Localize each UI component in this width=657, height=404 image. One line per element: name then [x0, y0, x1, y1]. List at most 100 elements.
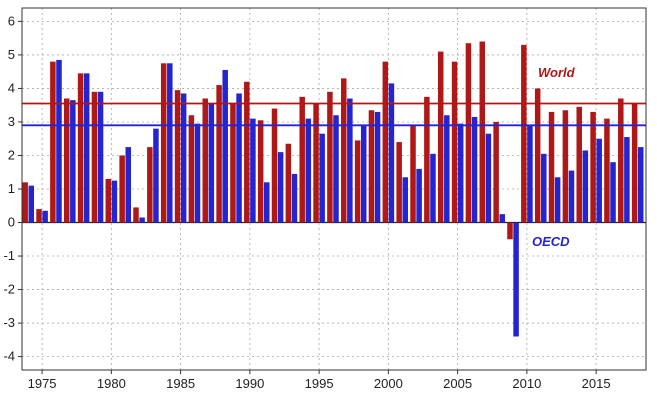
y-tick-label: 0 [8, 215, 15, 230]
world-bar-2006 [465, 43, 472, 223]
world-bar-1998 [354, 140, 361, 223]
y-tick-label: -3 [3, 315, 15, 330]
world-bar-1989 [230, 103, 236, 223]
world-bar-1995 [313, 103, 319, 223]
oecd-bar-2010 [527, 125, 533, 223]
oecd-bar-1979 [97, 91, 104, 223]
world-bar-2004 [437, 51, 444, 223]
oecd-bar-2005 [457, 123, 464, 223]
oecd-series-label: OECD [532, 234, 570, 249]
world-bar-1976 [50, 61, 56, 223]
world-bar-2015 [590, 111, 596, 223]
oecd-bar-1991 [264, 182, 270, 223]
world-bar-2011 [534, 88, 541, 223]
oecd-bar-2007 [485, 133, 492, 223]
y-tick-labels: -4 -3 -2 -1 0 1 2 3 4 5 6 [3, 13, 15, 363]
oecd-bar-2013 [568, 170, 575, 223]
oecd-bar-1998 [360, 125, 367, 223]
oecd-bar-2016 [610, 162, 616, 223]
world-bar-1996 [327, 91, 333, 223]
oecd-bar-1984 [167, 63, 173, 223]
oecd-bar-2001 [402, 177, 409, 223]
oecd-bar-2012 [554, 177, 561, 223]
oecd-bar-1996 [333, 115, 339, 223]
y-tick-label: 1 [8, 181, 15, 196]
world-bar-1994 [299, 96, 305, 223]
x-tick-label: 1990 [235, 376, 264, 391]
y-tick-label: 4 [8, 80, 15, 95]
oecd-bar-1976 [56, 59, 62, 223]
x-tick-label: 2015 [582, 376, 611, 391]
world-bar-1977 [63, 98, 70, 223]
oecd-bar-1983 [153, 128, 159, 223]
world-bar-2017 [618, 98, 624, 223]
y-tick-label: 6 [8, 13, 15, 28]
oecd-bar-1994 [305, 118, 312, 223]
world-bar-1986 [188, 115, 195, 223]
world-bar-2007 [479, 41, 486, 223]
world-bar-1991 [257, 120, 264, 223]
world-bar-1985 [174, 90, 181, 223]
world-bar-1980 [105, 178, 112, 223]
oecd-bar-2004 [444, 115, 450, 223]
y-tick-label: -1 [3, 248, 15, 263]
world-bar-1979 [91, 91, 98, 223]
oecd-bar-1990 [250, 118, 256, 223]
oecd-bar-2018 [637, 147, 644, 223]
oecd-bar-1977 [70, 100, 76, 223]
world-bar-1990 [244, 81, 250, 223]
x-tick-label: 1995 [305, 376, 334, 391]
oecd-bar-1981 [125, 147, 131, 223]
oecd-bar-1985 [180, 93, 187, 223]
oecd-bar-2000 [388, 83, 395, 223]
world-bar-2000 [382, 61, 389, 223]
oecd-bar-2006 [471, 116, 478, 223]
oecd-bar-1987 [208, 103, 215, 223]
average-lines [22, 102, 646, 127]
x-tick-label: 1975 [28, 376, 57, 391]
y-tick-label: 2 [8, 147, 15, 162]
oecd-bar-2009 [513, 222, 519, 337]
oecd-bar-1982 [139, 217, 145, 223]
world-bar-1999 [368, 110, 375, 223]
bars [22, 41, 644, 337]
world-bar-2018 [631, 103, 638, 223]
world-bar-1975 [36, 209, 42, 223]
oecd-bar-2003 [430, 153, 436, 223]
oecd-bar-1989 [236, 93, 242, 223]
x-tick-label: 1985 [166, 376, 195, 391]
world-bar-1974 [22, 182, 28, 223]
oecd-bar-2008 [499, 214, 505, 223]
oecd-bar-1978 [83, 73, 90, 223]
world-bar-1988 [216, 85, 222, 223]
oecd-bar-1986 [194, 123, 201, 223]
oecd-bar-1988 [222, 70, 228, 223]
world-bar-1978 [77, 73, 84, 223]
x-tick-labels: 1975 1980 1985 1990 1995 2000 2005 2010 2015 [28, 376, 611, 391]
y-tick-label: 3 [8, 114, 15, 129]
oecd-bar-2011 [541, 153, 547, 223]
tick-marks [18, 20, 597, 374]
world-bar-2009 [507, 222, 513, 240]
world-bar-2005 [451, 61, 458, 223]
world-bar-1982 [133, 207, 139, 223]
world-series-label: World [538, 65, 576, 80]
oecd-bar-1992 [277, 152, 284, 223]
oecd-bar-2015 [596, 138, 602, 223]
world-bar-1981 [119, 155, 125, 223]
oecd-bar-1980 [111, 180, 118, 223]
world-bar-2003 [424, 96, 430, 223]
oecd-bar-1999 [374, 111, 381, 223]
x-tick-label: 1980 [97, 376, 126, 391]
oecd-bar-1974 [28, 185, 35, 223]
world-bar-2013 [562, 110, 569, 223]
x-tick-label: 2000 [374, 376, 403, 391]
world-bar-1992 [271, 108, 278, 223]
world-bar-1997 [341, 78, 347, 223]
oecd-bar-1995 [319, 133, 325, 223]
world-bar-2010 [521, 44, 527, 223]
world-bar-1993 [285, 143, 292, 223]
world-bar-2016 [604, 118, 610, 223]
world-bar-1987 [202, 98, 208, 223]
